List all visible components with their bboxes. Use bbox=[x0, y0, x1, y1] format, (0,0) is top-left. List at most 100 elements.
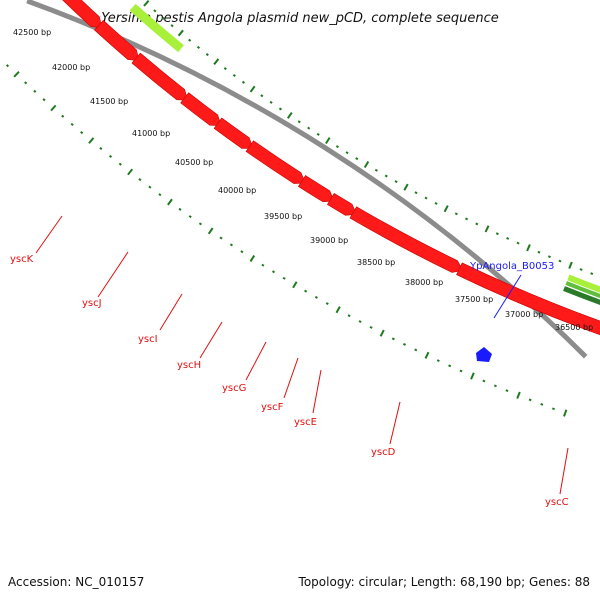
tick-mark bbox=[196, 45, 201, 49]
gene-label-yscI: yscI bbox=[138, 334, 158, 345]
tick-mark bbox=[99, 146, 103, 151]
cds-arrow bbox=[349, 206, 464, 273]
gene-label-yscF: yscF bbox=[261, 402, 284, 413]
tick-mark bbox=[374, 168, 378, 172]
tick-mark bbox=[345, 151, 349, 155]
tick-mark bbox=[540, 403, 544, 406]
cds-arrow bbox=[298, 175, 335, 203]
tick-mark bbox=[358, 320, 362, 324]
tick-mark bbox=[363, 160, 370, 169]
tick-mark bbox=[475, 222, 479, 226]
gene-label-yscJ: yscJ bbox=[82, 298, 102, 309]
cds-arrow bbox=[245, 140, 306, 184]
gene-label-yscG: yscG bbox=[222, 383, 246, 394]
tick-mark bbox=[307, 126, 311, 130]
tick-mark bbox=[241, 80, 246, 84]
tick-mark bbox=[558, 259, 562, 263]
tick-mark bbox=[153, 9, 157, 13]
tick-mark bbox=[80, 131, 84, 135]
tick-mark bbox=[188, 215, 192, 219]
tick-mark bbox=[261, 263, 265, 267]
tick-mark bbox=[434, 201, 438, 205]
tick-mark bbox=[223, 67, 227, 71]
bp-label: 38500 bp bbox=[357, 258, 395, 267]
tick-mark bbox=[537, 250, 541, 254]
cds-arrow bbox=[213, 117, 254, 149]
inner-tick-ring bbox=[143, 0, 594, 275]
tick-mark bbox=[414, 348, 418, 352]
tick-mark bbox=[568, 261, 573, 269]
tick-mark bbox=[347, 314, 351, 318]
tick-mark bbox=[470, 372, 475, 380]
tick-mark bbox=[335, 145, 339, 149]
tick-mark bbox=[369, 325, 373, 329]
tick-mark bbox=[249, 85, 256, 93]
bp-label: 37500 bp bbox=[455, 295, 493, 304]
bp-label: 39500 bp bbox=[264, 212, 302, 221]
cds-arrow bbox=[456, 262, 600, 336]
gene-label-yscC: yscC bbox=[545, 497, 569, 508]
tick-mark bbox=[13, 71, 20, 78]
tick-mark bbox=[325, 137, 331, 145]
tick-mark bbox=[286, 111, 293, 119]
bp-label: 40000 bp bbox=[218, 186, 256, 195]
gene-labels: yscK yscJ yscI yscH yscG yscF yscE yscD … bbox=[10, 254, 569, 508]
tick-mark bbox=[448, 364, 452, 368]
tick-mark bbox=[108, 154, 113, 158]
tick-mark bbox=[249, 255, 256, 262]
tick-mark bbox=[590, 272, 594, 275]
tick-mark bbox=[24, 81, 28, 85]
tick-mark bbox=[292, 281, 298, 289]
tick-mark bbox=[229, 243, 233, 247]
tick-mark bbox=[465, 217, 469, 221]
gene-label-yscK: yscK bbox=[10, 254, 34, 265]
tick-mark bbox=[50, 104, 57, 112]
tick-mark bbox=[167, 198, 173, 206]
tick-mark bbox=[188, 38, 192, 42]
cds-arrow bbox=[180, 92, 222, 126]
tick-mark bbox=[143, 0, 150, 7]
gene-label-yscH: yscH bbox=[177, 360, 201, 371]
tick-mark bbox=[138, 178, 142, 182]
tick-mark bbox=[148, 185, 152, 189]
bp-label: 41000 bp bbox=[132, 129, 170, 138]
bp-label: 41500 bp bbox=[90, 97, 128, 106]
cds-arrow bbox=[131, 52, 189, 101]
gene-feature-bar bbox=[565, 281, 600, 299]
tick-mark bbox=[384, 174, 388, 178]
gene-feature-bar bbox=[129, 3, 184, 53]
gene-label-line bbox=[245, 341, 267, 381]
tick-mark bbox=[563, 409, 568, 417]
tick-mark bbox=[316, 132, 320, 136]
tick-mark bbox=[61, 114, 65, 118]
tick-mark bbox=[516, 241, 520, 245]
tick-mark bbox=[297, 120, 301, 124]
tick-mark bbox=[42, 98, 46, 102]
gene-label-yscD: yscD bbox=[371, 447, 396, 458]
gene-feature-bar bbox=[567, 274, 600, 293]
tick-mark bbox=[579, 268, 583, 271]
gene-label-line bbox=[199, 321, 223, 359]
feature-label-line bbox=[493, 274, 522, 319]
tick-mark bbox=[269, 100, 273, 104]
tick-mark bbox=[33, 89, 37, 93]
outer-tick-ring bbox=[0, 56, 568, 417]
cds-arrow bbox=[62, 0, 103, 29]
tick-mark bbox=[219, 236, 223, 240]
tick-mark bbox=[403, 183, 409, 191]
gene-label-line bbox=[389, 401, 401, 445]
tick-mark bbox=[443, 205, 449, 213]
tick-mark bbox=[484, 225, 490, 233]
gene-label-line bbox=[35, 215, 63, 254]
tick-mark bbox=[232, 73, 236, 78]
tick-mark bbox=[178, 207, 182, 211]
tick-mark bbox=[240, 250, 244, 254]
tick-mark bbox=[506, 237, 510, 240]
tick-mark bbox=[391, 337, 395, 341]
tick-mark bbox=[207, 227, 214, 235]
tick-mark bbox=[424, 196, 428, 200]
tick-mark bbox=[70, 122, 74, 126]
tick-mark bbox=[213, 58, 220, 65]
bp-label: 40500 bp bbox=[175, 158, 213, 167]
